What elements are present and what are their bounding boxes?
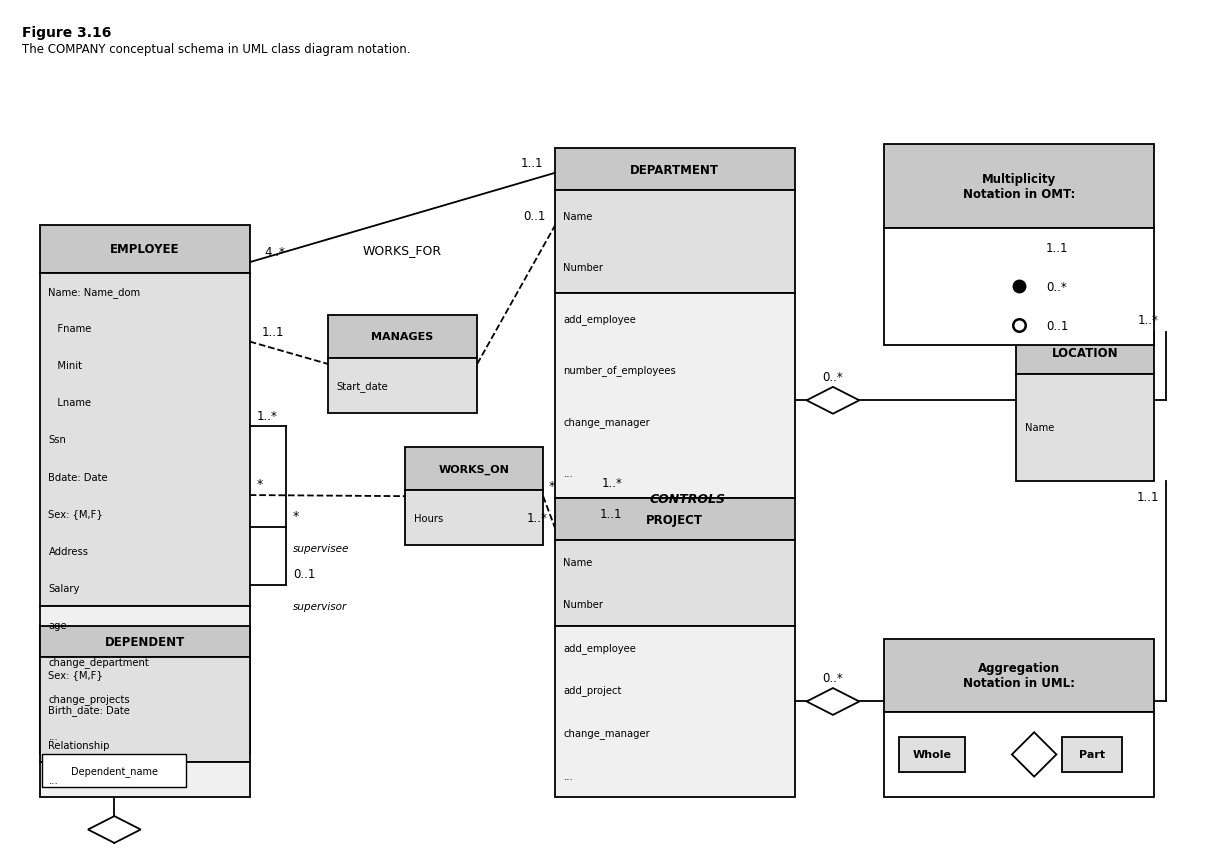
FancyBboxPatch shape (555, 294, 795, 499)
Text: Whole: Whole (912, 750, 952, 759)
Text: 1..*: 1..* (602, 477, 622, 490)
FancyBboxPatch shape (884, 145, 1154, 229)
FancyBboxPatch shape (884, 229, 1154, 345)
Text: 1..1: 1..1 (262, 325, 285, 338)
FancyBboxPatch shape (40, 627, 250, 657)
Text: EMPLOYEE: EMPLOYEE (110, 243, 180, 256)
Text: Lname: Lname (48, 398, 92, 408)
Text: age: age (48, 620, 68, 630)
Text: Dependent_name: Dependent_name (71, 765, 158, 776)
Text: 1..*: 1..* (527, 511, 548, 524)
FancyBboxPatch shape (1017, 375, 1154, 481)
Text: 1..1: 1..1 (1046, 242, 1069, 255)
Polygon shape (1012, 733, 1056, 777)
Text: change_manager: change_manager (563, 417, 650, 427)
Text: 1..1: 1..1 (521, 157, 543, 170)
FancyBboxPatch shape (328, 315, 478, 358)
FancyBboxPatch shape (555, 149, 795, 191)
Text: The COMPANY conceptual schema in UML class diagram notation.: The COMPANY conceptual schema in UML cla… (22, 42, 410, 55)
Text: Start_date: Start_date (336, 381, 387, 392)
Text: MANAGES: MANAGES (371, 332, 433, 342)
FancyBboxPatch shape (40, 657, 250, 762)
Text: Bdate: Date: Bdate: Date (48, 472, 109, 482)
FancyBboxPatch shape (555, 541, 795, 626)
FancyBboxPatch shape (884, 712, 1154, 797)
Text: Part: Part (1079, 750, 1106, 759)
Text: 1..*: 1..* (257, 409, 277, 422)
Text: 0..*: 0..* (822, 371, 843, 384)
FancyBboxPatch shape (884, 640, 1154, 712)
FancyBboxPatch shape (555, 626, 795, 797)
Text: Ssn: Ssn (48, 435, 66, 445)
FancyBboxPatch shape (1062, 737, 1123, 772)
FancyBboxPatch shape (405, 448, 543, 491)
Polygon shape (807, 688, 860, 715)
Polygon shape (807, 387, 860, 414)
Text: 1..1: 1..1 (1136, 491, 1159, 504)
Text: add_employee: add_employee (563, 642, 637, 653)
Text: PROJECT: PROJECT (646, 513, 703, 526)
Text: 4..*: 4..* (264, 246, 285, 259)
Text: Relationship: Relationship (48, 740, 110, 750)
Text: Name: Name (1025, 423, 1054, 433)
Text: ...: ... (563, 468, 573, 478)
Text: CONTROLS: CONTROLS (650, 492, 726, 505)
Text: add_employee: add_employee (563, 313, 637, 325)
Text: Multiplicity
Notation in OMT:: Multiplicity Notation in OMT: (964, 173, 1076, 201)
Text: 0..1: 0..1 (293, 567, 315, 581)
Text: number_of_employees: number_of_employees (563, 365, 677, 376)
FancyBboxPatch shape (40, 762, 250, 797)
Text: Number: Number (563, 263, 603, 273)
Text: ...: ... (48, 775, 58, 784)
FancyBboxPatch shape (555, 191, 795, 294)
Text: change_projects: change_projects (48, 694, 130, 704)
Text: 0..*: 0..* (1046, 281, 1067, 294)
Text: DEPARTMENT: DEPARTMENT (631, 164, 719, 177)
Text: Birth_date: Date: Birth_date: Date (48, 704, 130, 715)
Text: Name: Name (563, 212, 593, 221)
Text: 0..1: 0..1 (523, 209, 545, 222)
Text: 1..1: 1..1 (599, 508, 622, 521)
Text: supervisor: supervisor (293, 602, 347, 611)
FancyBboxPatch shape (40, 606, 250, 754)
Text: ...: ... (563, 771, 573, 781)
FancyBboxPatch shape (328, 358, 478, 413)
Text: 0..*: 0..* (822, 672, 843, 684)
Text: Sex: {M,F}: Sex: {M,F} (48, 509, 104, 519)
Text: ...: ... (48, 731, 58, 741)
Text: Number: Number (563, 599, 603, 610)
Text: change_department: change_department (48, 657, 150, 667)
Text: Minit: Minit (48, 361, 82, 371)
Polygon shape (88, 816, 141, 843)
FancyBboxPatch shape (1017, 332, 1154, 375)
FancyBboxPatch shape (40, 274, 250, 606)
Text: change_manager: change_manager (563, 728, 650, 739)
Text: Name: Name_dom: Name: Name_dom (48, 287, 141, 297)
Text: *: * (257, 478, 263, 491)
Text: supervisee: supervisee (293, 543, 350, 554)
FancyBboxPatch shape (898, 737, 965, 772)
FancyBboxPatch shape (40, 226, 250, 274)
Text: *: * (549, 479, 555, 492)
Text: add_project: add_project (563, 684, 622, 696)
Text: DEPENDENT: DEPENDENT (105, 635, 185, 648)
Text: 1..*: 1..* (1137, 313, 1159, 326)
FancyBboxPatch shape (405, 491, 543, 546)
Text: 0..1: 0..1 (1046, 319, 1069, 332)
Text: WORKS_ON: WORKS_ON (439, 464, 510, 474)
Text: *: * (293, 510, 299, 523)
Text: Salary: Salary (48, 583, 80, 593)
Text: Address: Address (48, 546, 88, 556)
Text: Sex: {M,F}: Sex: {M,F} (48, 670, 104, 680)
Text: LOCATION: LOCATION (1052, 347, 1118, 360)
Text: Aggregation
Notation in UML:: Aggregation Notation in UML: (964, 662, 1076, 690)
FancyBboxPatch shape (555, 499, 795, 541)
FancyBboxPatch shape (42, 754, 186, 787)
Text: Figure 3.16: Figure 3.16 (22, 26, 111, 40)
Text: WORKS_FOR: WORKS_FOR (363, 244, 441, 257)
Text: Hours: Hours (414, 513, 443, 523)
Text: Fname: Fname (48, 324, 92, 334)
Text: Name: Name (563, 557, 593, 567)
